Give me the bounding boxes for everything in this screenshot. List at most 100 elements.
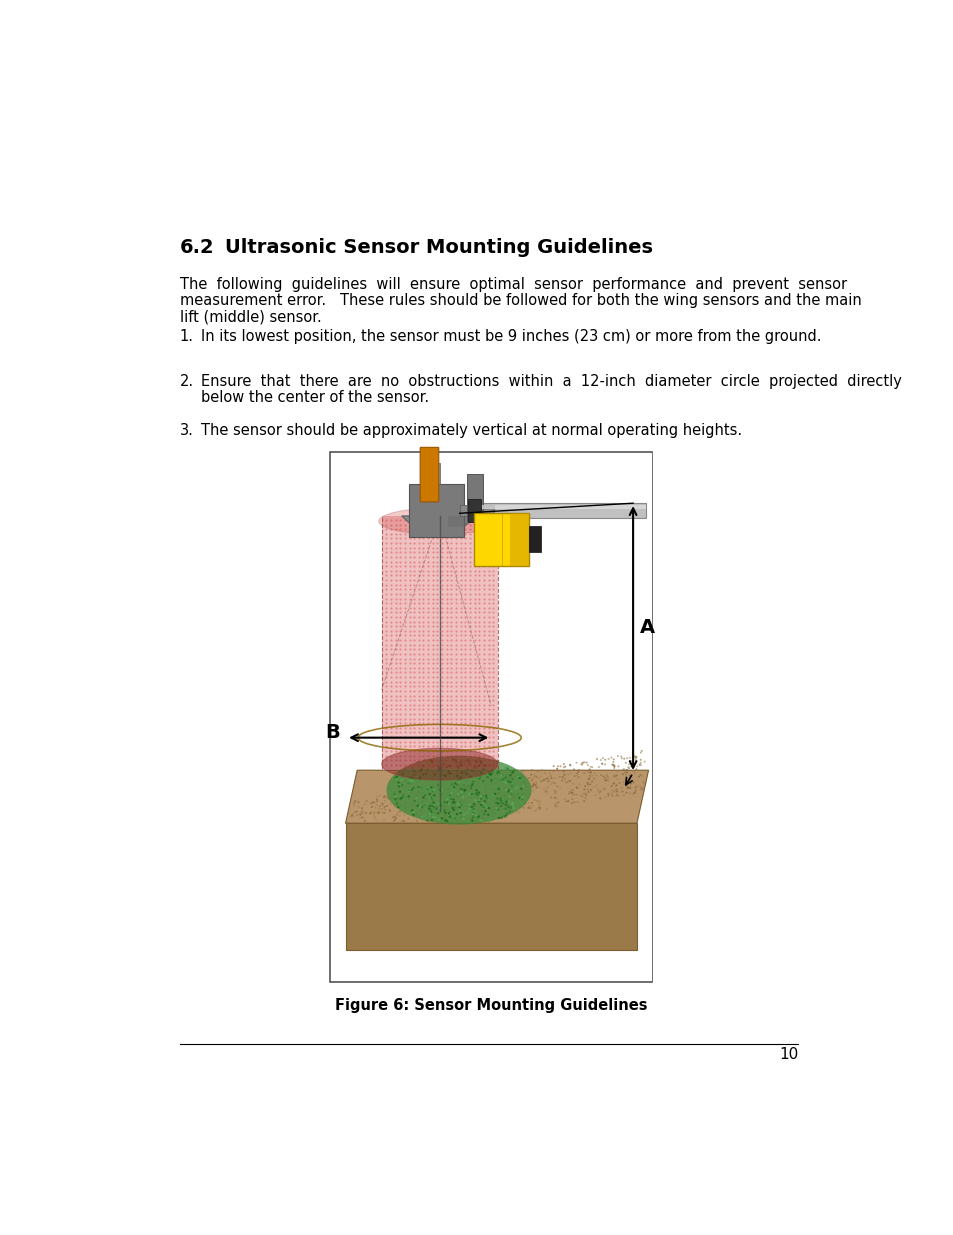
Point xyxy=(555,767,570,787)
Point xyxy=(462,767,477,787)
Point xyxy=(484,761,499,781)
Point xyxy=(552,767,567,787)
Point xyxy=(608,779,623,799)
Point xyxy=(464,804,479,824)
Point xyxy=(346,806,361,826)
Point xyxy=(426,803,441,823)
Point xyxy=(531,795,546,815)
Point xyxy=(444,805,459,825)
Point xyxy=(606,758,621,778)
Point xyxy=(522,785,537,805)
Polygon shape xyxy=(401,516,478,526)
Point xyxy=(506,789,521,809)
Point xyxy=(445,774,460,794)
Text: Figure 6: Sensor Mounting Guidelines: Figure 6: Sensor Mounting Guidelines xyxy=(335,998,647,1013)
Point xyxy=(541,771,557,790)
Point xyxy=(443,789,458,809)
Point xyxy=(393,787,408,806)
Point xyxy=(439,811,455,831)
Point xyxy=(451,772,466,792)
Point xyxy=(597,750,612,769)
Point xyxy=(427,804,442,824)
Point xyxy=(543,788,558,808)
Point xyxy=(456,779,471,799)
Point xyxy=(453,792,468,811)
Point xyxy=(389,767,404,787)
Point xyxy=(539,768,555,788)
Text: measurement error.   These rules should be followed for both the wing sensors an: measurement error. These rules should be… xyxy=(179,293,861,308)
Point xyxy=(484,803,499,823)
Point xyxy=(619,778,635,798)
Point xyxy=(462,799,477,819)
Point xyxy=(368,798,383,818)
Point xyxy=(617,762,632,782)
Point xyxy=(541,763,557,783)
Point xyxy=(578,752,594,772)
Point xyxy=(436,794,451,814)
Point xyxy=(389,794,404,814)
Point xyxy=(407,761,422,781)
Point xyxy=(438,798,454,818)
Point xyxy=(346,795,361,815)
Point xyxy=(417,785,433,805)
Point xyxy=(488,793,503,813)
Point xyxy=(436,766,451,785)
Point xyxy=(538,781,554,800)
Point xyxy=(522,768,537,788)
Point xyxy=(625,748,640,768)
Point xyxy=(446,779,461,799)
Point xyxy=(396,787,412,806)
Point xyxy=(503,778,518,798)
Point xyxy=(375,803,391,823)
Point xyxy=(628,747,643,767)
Point xyxy=(393,797,408,816)
Point xyxy=(497,799,513,819)
Point xyxy=(376,810,392,830)
Point xyxy=(628,760,643,779)
Point xyxy=(498,766,514,785)
Point xyxy=(514,793,529,813)
Point xyxy=(495,771,510,790)
Point xyxy=(476,793,491,813)
Point xyxy=(433,781,448,800)
Point xyxy=(606,756,621,776)
Point xyxy=(470,788,485,808)
Point xyxy=(512,768,527,788)
Point xyxy=(474,763,489,783)
Point xyxy=(452,756,467,776)
Point xyxy=(561,771,577,790)
Point xyxy=(506,790,521,810)
Point xyxy=(563,794,578,814)
Point xyxy=(518,784,534,804)
Point xyxy=(442,763,457,783)
Point xyxy=(550,756,565,776)
Point xyxy=(579,774,595,794)
Point xyxy=(458,803,474,823)
Point xyxy=(584,772,599,792)
Point xyxy=(498,789,514,809)
Point xyxy=(609,776,624,795)
Point xyxy=(394,771,409,790)
Point xyxy=(500,800,516,820)
Point xyxy=(471,782,486,802)
Point xyxy=(474,809,489,829)
Point xyxy=(499,772,515,792)
Point xyxy=(395,788,411,808)
Point xyxy=(505,798,520,818)
Point xyxy=(379,797,395,816)
Point xyxy=(406,805,421,825)
Point xyxy=(493,793,508,813)
Point xyxy=(363,802,378,821)
Point xyxy=(546,788,561,808)
Point xyxy=(425,805,440,825)
Point xyxy=(387,797,402,816)
Point xyxy=(609,785,624,805)
Point xyxy=(391,777,406,797)
Point xyxy=(521,797,537,816)
Point xyxy=(557,768,572,788)
Point xyxy=(447,808,462,827)
Point xyxy=(554,771,569,790)
Point xyxy=(512,784,527,804)
Point xyxy=(452,811,467,831)
Point xyxy=(613,747,628,767)
